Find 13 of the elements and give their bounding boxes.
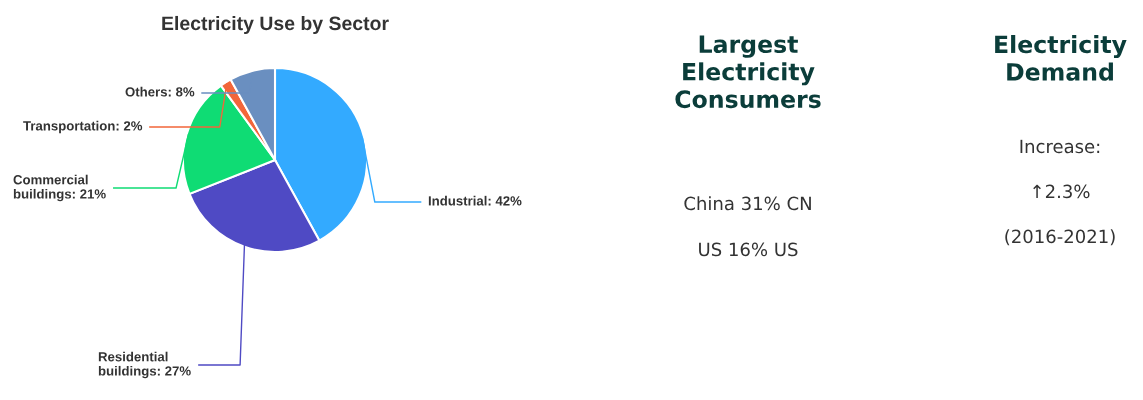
text: US 16% US bbox=[699, 242, 798, 257]
text: ↑2.3% bbox=[1033, 184, 1090, 199]
slice-label: Commercial buildings: 21% bbox=[13, 174, 106, 202]
text: Electricity Demand bbox=[995, 35, 1127, 81]
slice-label: Residential buildings: 27% bbox=[98, 351, 191, 379]
text: Increase: bbox=[1020, 139, 1100, 154]
chart-title: Electricity Use by Sector bbox=[162, 15, 389, 35]
text: (2016-2021) bbox=[1005, 229, 1115, 246]
text: China 31% CN bbox=[684, 196, 811, 211]
slice-label: Others: 8% bbox=[125, 86, 195, 97]
slice-label: Industrial: 42% bbox=[428, 195, 522, 206]
text: Largest Electricity Consumers bbox=[675, 35, 821, 109]
slice-label: Transportation: 2% bbox=[23, 120, 143, 134]
